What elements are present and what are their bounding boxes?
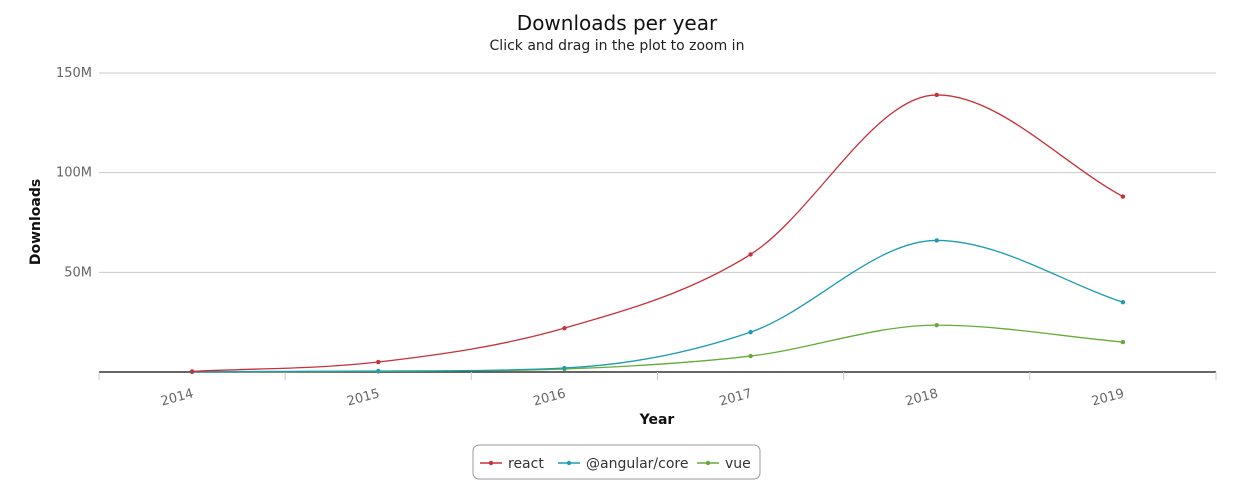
- y-axis-title: Downloads: [28, 179, 44, 265]
- legend-label: @angular/core: [586, 456, 688, 472]
- legend-item-angular-core[interactable]: @angular/core: [558, 456, 688, 472]
- legend-label: react: [508, 456, 544, 472]
- legend-marker: [566, 460, 572, 466]
- data-point-react[interactable]: [376, 359, 381, 365]
- data-point-vue[interactable]: [1120, 339, 1126, 345]
- data-point-react[interactable]: [1120, 194, 1126, 199]
- y-tick-label: 100M: [56, 166, 92, 181]
- y-tick-label: 50M: [64, 265, 92, 280]
- legend-item-react[interactable]: react: [480, 456, 544, 472]
- legend-marker: [705, 460, 711, 466]
- legend-item-vue[interactable]: vue: [697, 456, 751, 472]
- data-point-vue[interactable]: [748, 353, 753, 359]
- data-point-vue[interactable]: [934, 322, 939, 328]
- legend-box: [472, 444, 761, 480]
- data-point-react[interactable]: [562, 325, 567, 331]
- series-angular-core[interactable]: [189, 238, 1126, 375]
- legend-label: vue: [725, 456, 751, 472]
- data-point-angular-core[interactable]: [934, 238, 939, 243]
- x-tick-label: 2017: [718, 386, 754, 409]
- y-gridlines: [99, 72, 1216, 273]
- legend-marker: [488, 460, 494, 466]
- data-point-react[interactable]: [748, 252, 753, 257]
- x-tick-label: 2016: [532, 386, 568, 409]
- chart-title: Downloads per year: [517, 11, 718, 35]
- x-tick-label: 2019: [1090, 386, 1126, 409]
- series-group[interactable]: [189, 92, 1126, 375]
- legend[interactable]: react @angular/core vue: [472, 444, 761, 480]
- data-point-angular-core[interactable]: [748, 329, 753, 335]
- series-react[interactable]: [189, 92, 1126, 374]
- x-tick-label: 2014: [159, 386, 195, 409]
- series-line-react[interactable]: [192, 94, 1124, 373]
- data-point-react[interactable]: [189, 369, 195, 374]
- y-tick-label: 150M: [56, 66, 92, 81]
- data-point-angular-core[interactable]: [562, 365, 567, 371]
- series-line-vue[interactable]: [192, 324, 1123, 373]
- data-point-react[interactable]: [934, 92, 939, 98]
- y-tick-labels: 150M 100M 50M: [56, 66, 92, 280]
- x-tick-labels: 2014 2015 2016 2017 2018 2019: [159, 386, 1126, 409]
- x-axis: [98, 371, 1217, 380]
- chart-subtitle: Click and drag in the plot to zoom in: [490, 38, 745, 54]
- x-tick-label: 2015: [345, 386, 381, 409]
- x-axis-title: Year: [639, 412, 675, 428]
- data-point-angular-core[interactable]: [1120, 300, 1126, 305]
- x-tick-label: 2018: [904, 386, 940, 409]
- series-line-angular-core[interactable]: [192, 239, 1124, 373]
- data-point-angular-core[interactable]: [376, 368, 381, 374]
